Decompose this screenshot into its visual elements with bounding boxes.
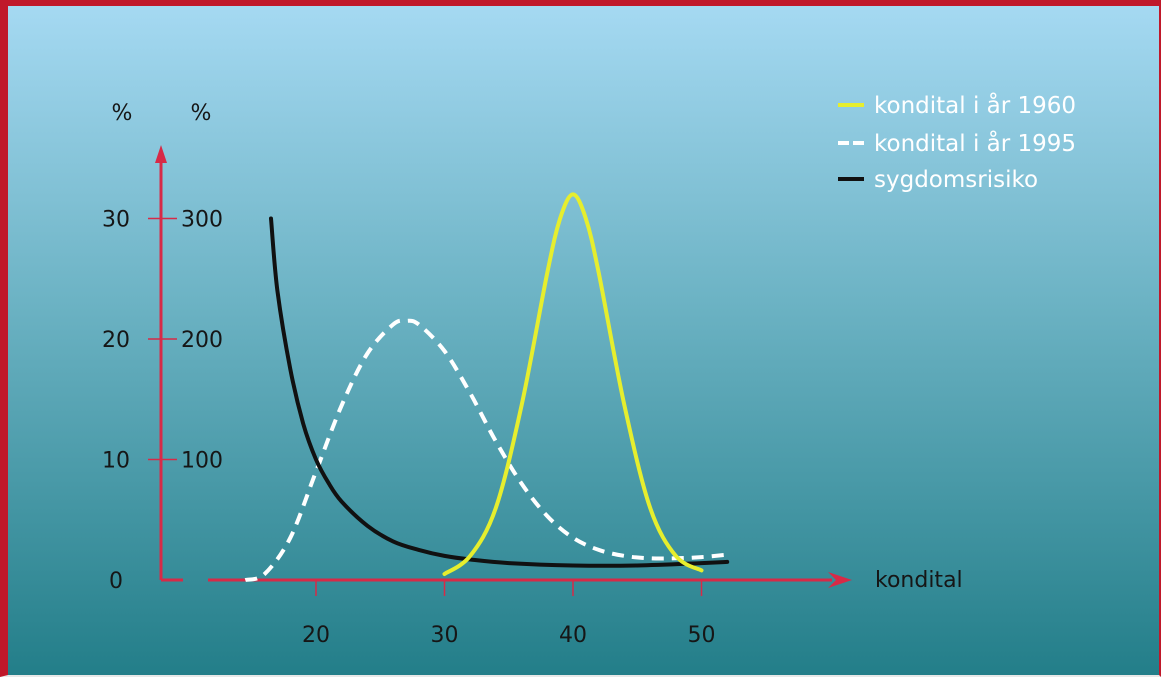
- legend: kondital i år 1960 kondital i år 1995 sygd…: [838, 91, 1076, 193]
- legend-label: kondital i år 1960: [874, 91, 1076, 119]
- right-y-tick-label: 200: [181, 328, 223, 353]
- legend-label: kondital i år 1995: [874, 129, 1076, 157]
- x-axis-label: kondital: [875, 568, 963, 593]
- x-tick-label: 40: [559, 623, 587, 648]
- left-y-tick-label: 0: [109, 569, 123, 594]
- x-tick-label: 50: [688, 623, 716, 648]
- left-y-tick-label: 30: [102, 208, 130, 233]
- right-y-tick-label: 100: [181, 449, 223, 474]
- y-axis: [155, 145, 167, 580]
- x-tick-label: 30: [431, 623, 459, 648]
- chart-background: [8, 6, 1159, 675]
- series-line-3: [269, 216, 730, 568]
- x-tick-label: 20: [302, 623, 330, 648]
- left-axis-unit: %: [112, 101, 133, 126]
- series-layer: [244, 192, 730, 582]
- x-axis: [161, 572, 852, 588]
- legend-label: sygdomsrisiko: [874, 167, 1038, 193]
- right-axis-unit: %: [191, 101, 212, 126]
- series-line-1: [442, 192, 704, 576]
- left-y-tick-label: 10: [102, 449, 130, 474]
- axis-ticks: 20 30 40 50 0 10 20 30 100 200 300: [102, 208, 716, 649]
- left-y-tick-label: 20: [102, 328, 130, 353]
- right-y-tick-label: 300: [181, 208, 223, 233]
- series-line-2: [244, 318, 728, 582]
